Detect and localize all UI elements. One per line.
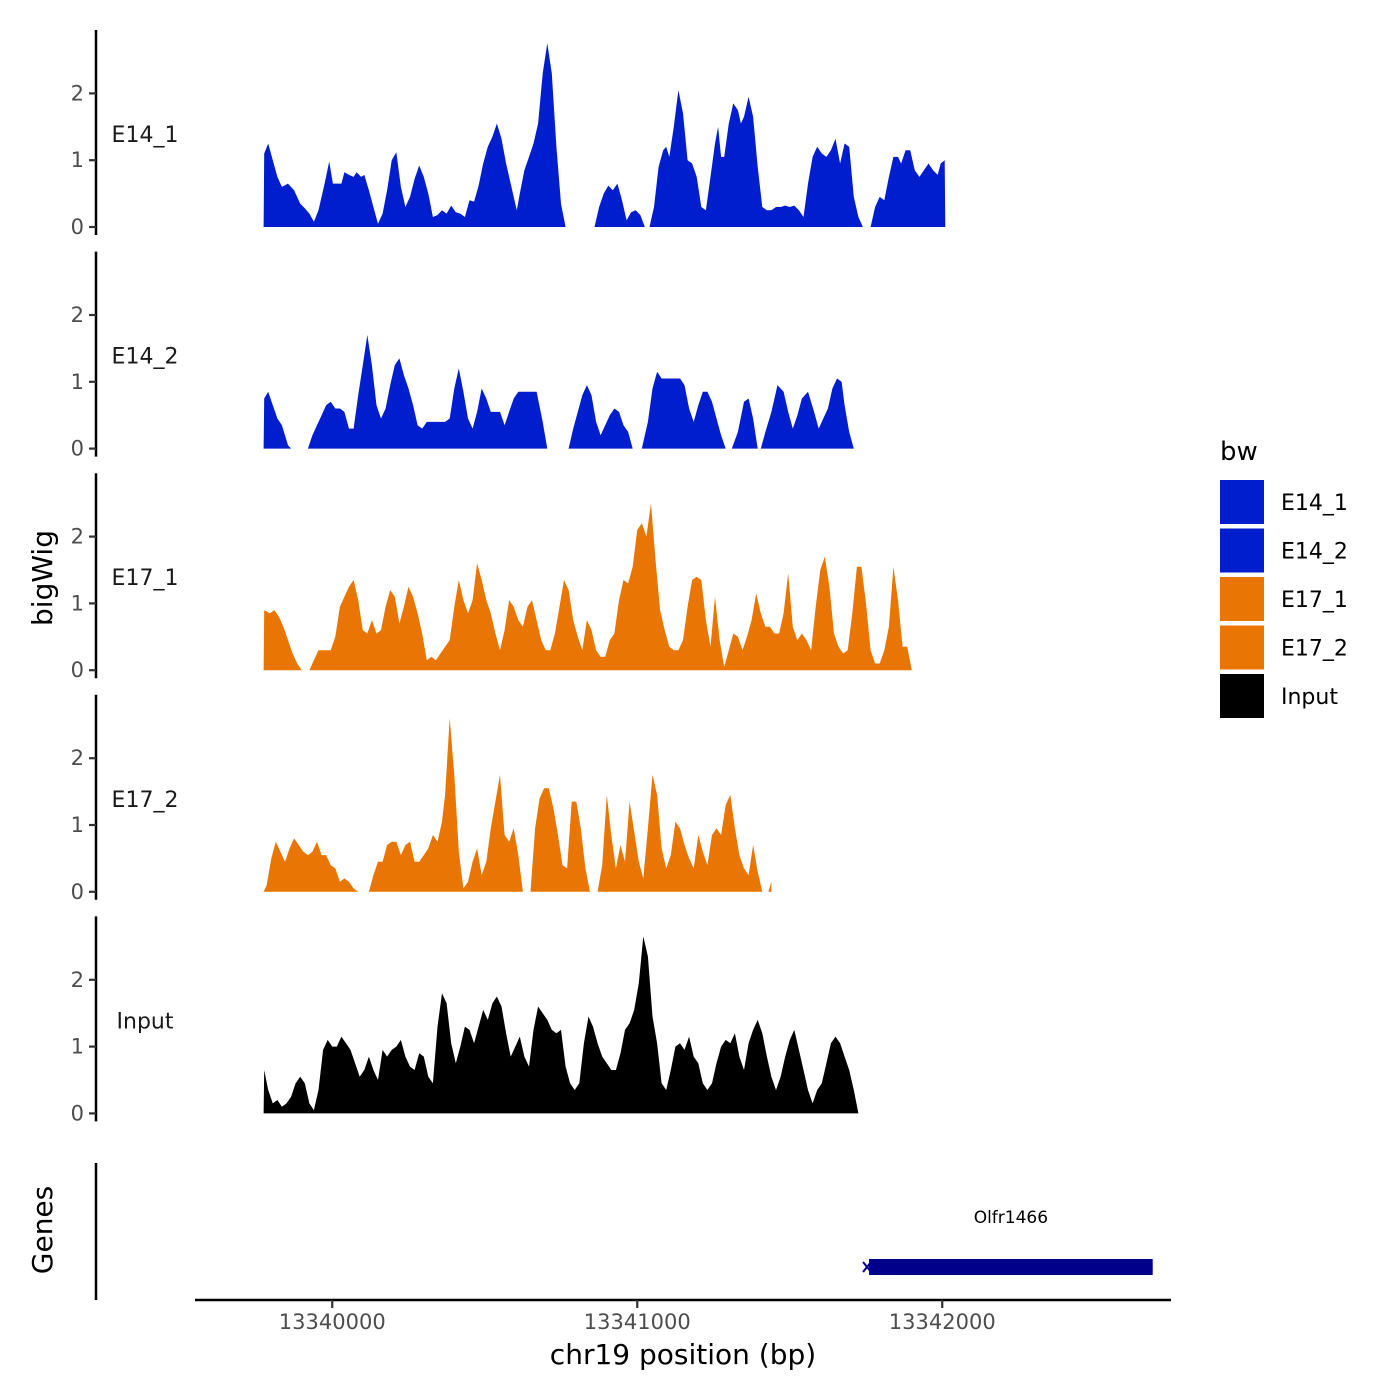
x-tick-label: 13342000 <box>889 1310 996 1334</box>
gene-body <box>869 1259 1153 1275</box>
legend-swatch-e14-2 <box>1220 528 1264 573</box>
x-axis-ticks: 13340000 13341000 13342000 <box>279 1300 996 1334</box>
y-tick-label: 0 <box>71 437 84 461</box>
legend-swatch-e14-1 <box>1220 480 1264 524</box>
legend-label-e14-1: E14_1 <box>1281 491 1348 516</box>
y-tick-label: 2 <box>71 746 84 770</box>
y-tick-label: 2 <box>71 968 84 992</box>
x-tick-label: 13341000 <box>584 1310 691 1334</box>
y-tick-label: 1 <box>71 370 84 394</box>
y-tick-label: 1 <box>71 1035 84 1059</box>
y-axis-title: bigWig <box>26 530 59 626</box>
track-panel-e17-1: 0 1 2 E17_1 <box>71 473 912 682</box>
coverage-area-e14-2 <box>263 335 854 449</box>
legend-swatch-e17-1 <box>1220 577 1264 621</box>
y-tick-label: 0 <box>71 658 84 682</box>
y-tick-label: 2 <box>71 525 84 549</box>
legend-label-e14-2: E14_2 <box>1281 540 1348 565</box>
gene-label: Olfr1466 <box>974 1208 1048 1228</box>
track-panel-input: 0 1 2 Input <box>71 916 859 1125</box>
track-label-input: Input <box>117 1009 174 1034</box>
legend-swatch-e17-2 <box>1220 625 1264 670</box>
x-axis: 13340000 13341000 13342000 chr19 position … <box>195 1298 1171 1371</box>
legend-label-e17-2: E17_2 <box>1281 637 1348 662</box>
y-tick-label: 2 <box>71 81 84 105</box>
y-tick-label: 2 <box>71 303 84 327</box>
legend: bw E14_1 E14_2 E17_1 E17_2 Input <box>1220 437 1348 718</box>
track-panel-e17-2: 0 1 2 E17_2 <box>71 694 772 904</box>
x-axis-title: chr19 position (bp) <box>550 1338 816 1371</box>
legend-title: bw <box>1220 437 1258 467</box>
x-tick-label: 13340000 <box>279 1310 386 1334</box>
coverage-area-e14-1 <box>263 43 946 227</box>
track-panel-e14-1: 0 1 2 E14_1 <box>71 30 946 239</box>
legend-swatch-input <box>1220 674 1264 718</box>
track-label-e14-2: E14_2 <box>112 345 179 370</box>
coverage-area-input <box>263 936 859 1114</box>
track-panels: 0 1 2 E14_1 0 1 2 E14_2 0 1 2 E17_1 0 1 2 E17_2 0 1 2 Input <box>71 30 946 1125</box>
y-tick-label: 1 <box>71 813 84 837</box>
legend-label-input: Input <box>1281 685 1338 710</box>
y-tick-label: 0 <box>71 1101 84 1125</box>
strand-arrow-icon <box>862 1261 872 1273</box>
coverage-area-e17-2 <box>263 718 772 892</box>
gene-track: Olfr1466 <box>94 1163 1153 1300</box>
legend-label-e17-1: E17_1 <box>1281 588 1348 613</box>
track-panel-e14-2: 0 1 2 E14_2 <box>71 251 854 461</box>
legend-items: E14_1 E14_2 E17_1 E17_2 Input <box>1220 480 1348 718</box>
coverage-area-e17-1 <box>263 503 912 671</box>
track-label-e14-1: E14_1 <box>112 123 179 148</box>
y-tick-label: 0 <box>71 215 84 239</box>
gene-marks: Olfr1466 <box>862 1208 1153 1275</box>
y-tick-label: 1 <box>71 591 84 615</box>
track-label-e17-1: E17_1 <box>112 566 179 591</box>
y-tick-label: 1 <box>71 148 84 172</box>
track-label-e17-2: E17_2 <box>112 788 179 813</box>
y-tick-label: 0 <box>71 880 84 904</box>
genes-axis-title: Genes <box>26 1186 59 1274</box>
